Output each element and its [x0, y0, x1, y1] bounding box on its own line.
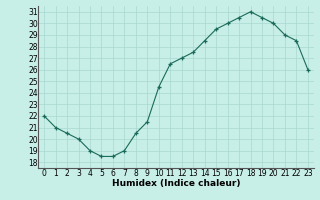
X-axis label: Humidex (Indice chaleur): Humidex (Indice chaleur) — [112, 179, 240, 188]
